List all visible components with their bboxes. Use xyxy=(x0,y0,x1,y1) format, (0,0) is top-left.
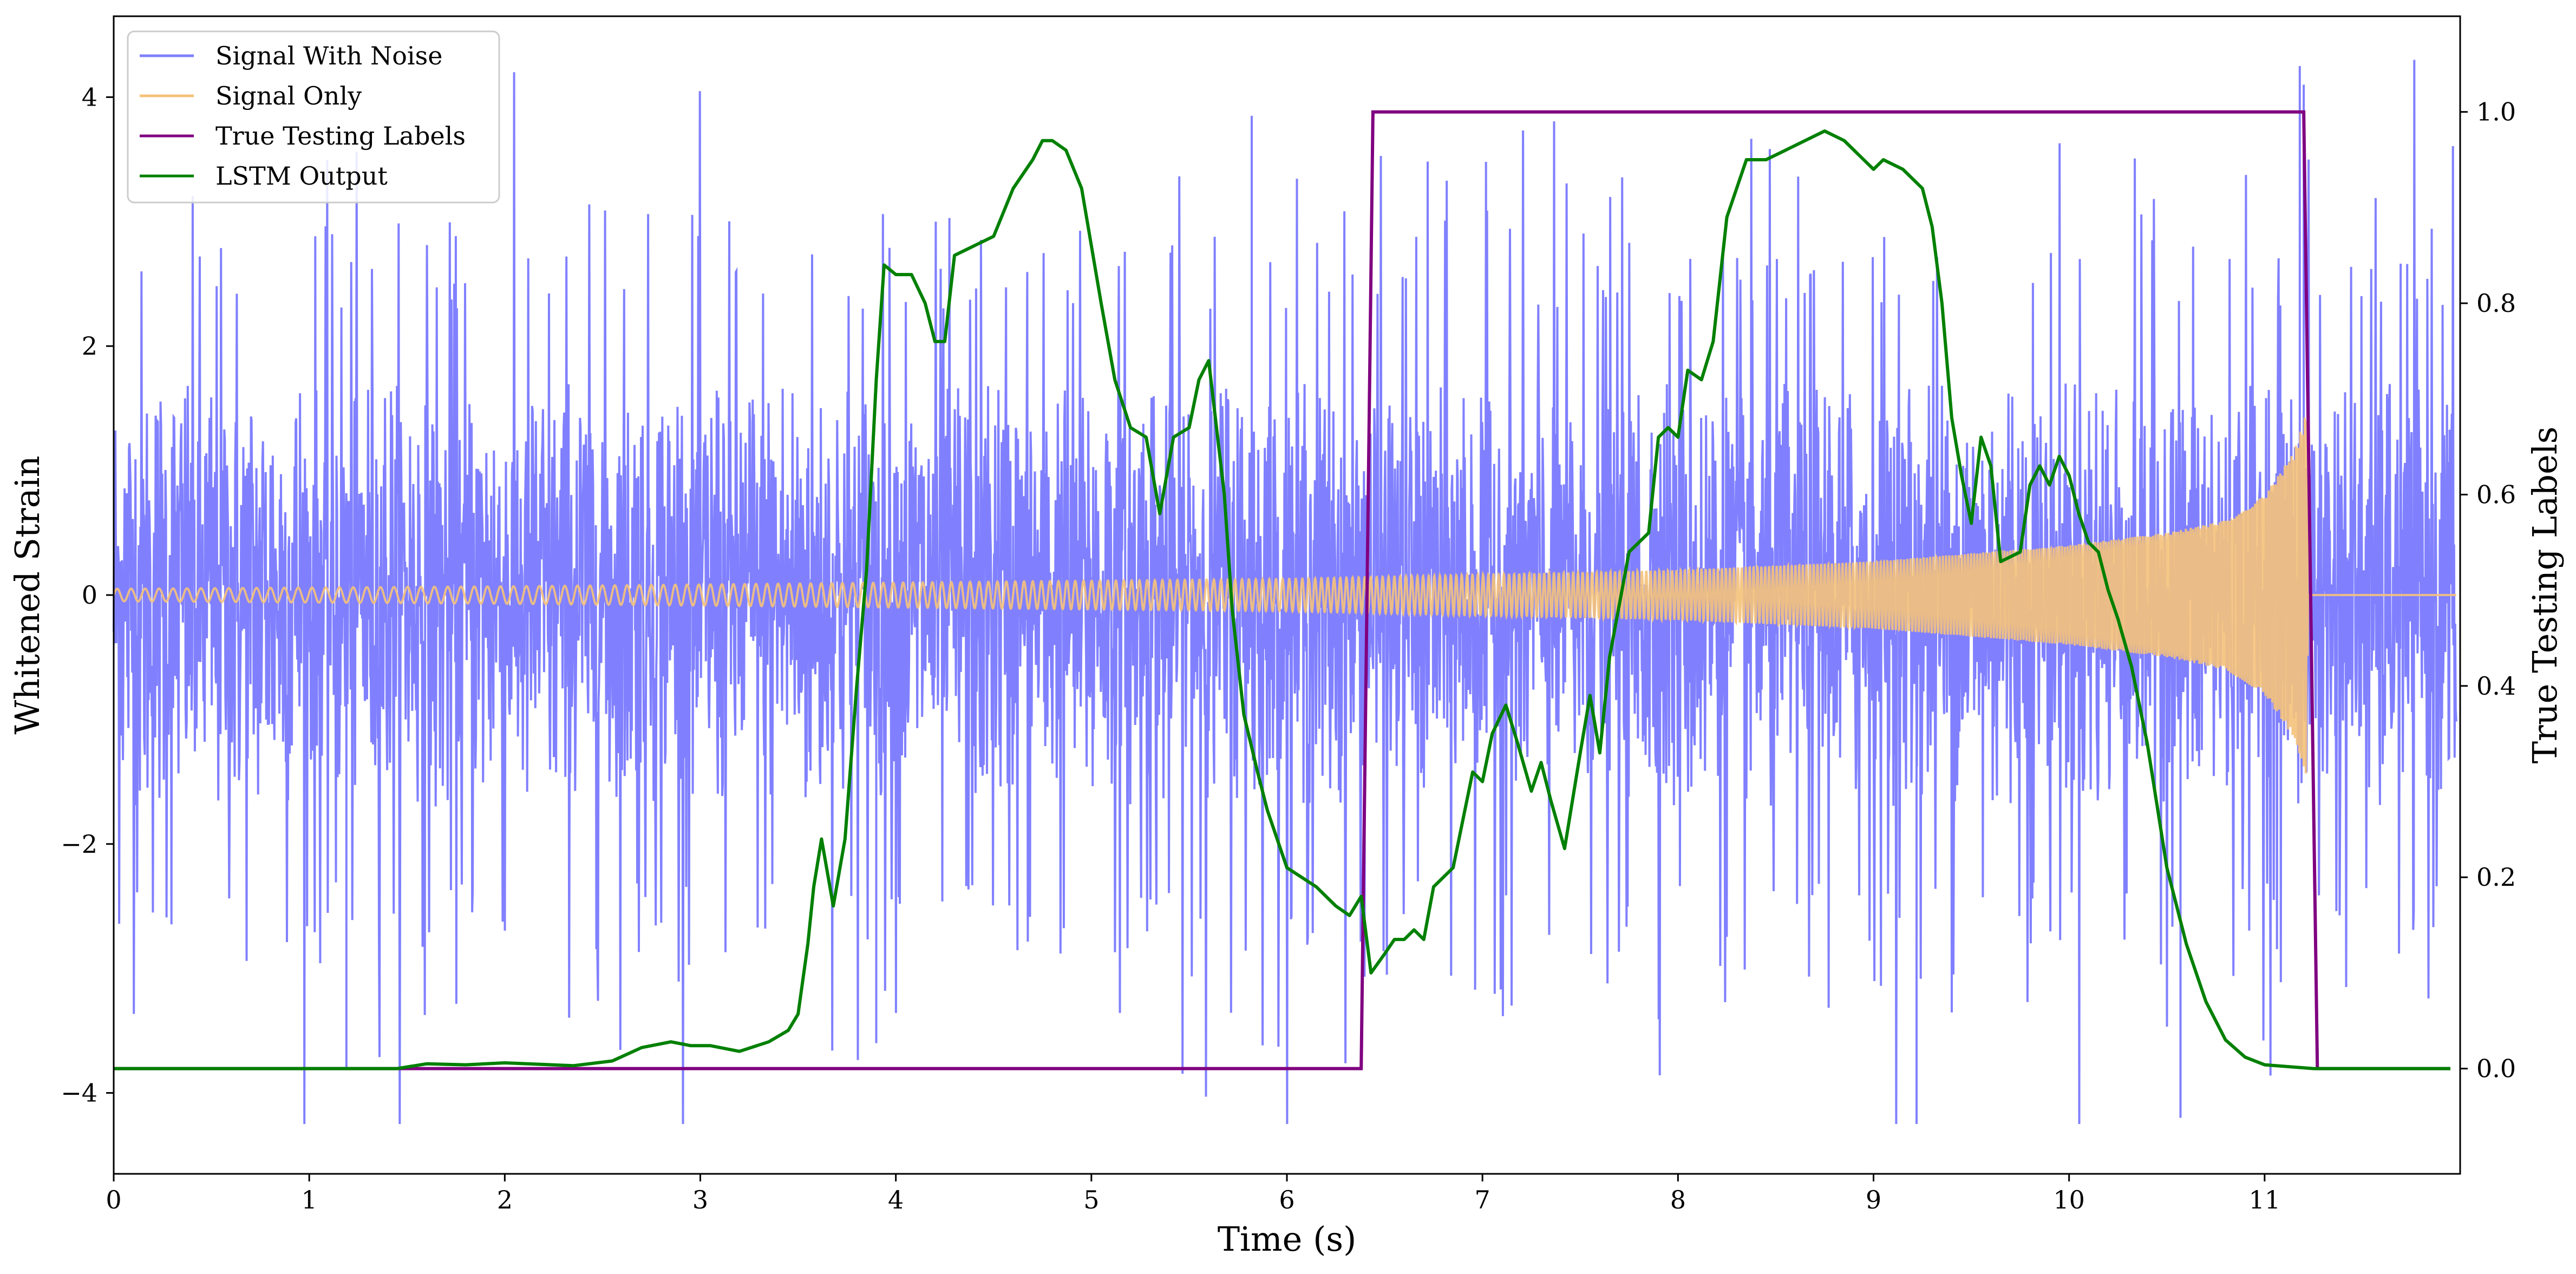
x-axis: 0 1 2 3 4 5 6 7 8 9 10 11 xyxy=(106,1174,2280,1214)
y-axis-right: 0.0 0.2 0.4 0.6 0.8 1.0 xyxy=(2460,97,2516,1083)
y2-tick-label: 0.2 xyxy=(2476,863,2516,892)
y-tick-label: 2 xyxy=(82,331,97,361)
y2-tick-label: 0.4 xyxy=(2476,671,2516,701)
lstm-output-line xyxy=(114,129,2450,1070)
x-tick-label: 3 xyxy=(692,1185,708,1214)
x-tick-label: 1 xyxy=(302,1185,317,1214)
y-tick-label: −2 xyxy=(61,829,97,859)
signal-only-line xyxy=(113,417,2456,774)
legend-label-lstm-output: LSTM Output xyxy=(215,161,388,191)
legend-label-signal-with-noise: Signal With Noise xyxy=(215,41,442,70)
y-axis-label: Whitened Strain xyxy=(8,456,47,735)
x-tick-label: 11 xyxy=(2249,1185,2281,1214)
x-tick-label: 2 xyxy=(497,1185,513,1214)
x-tick-label: 0 xyxy=(106,1185,121,1214)
x-tick-label: 4 xyxy=(888,1185,904,1214)
legend-label-true-testing-labels: True Testing Labels xyxy=(215,121,466,151)
y-tick-label: −4 xyxy=(61,1079,97,1108)
x-tick-label: 7 xyxy=(1475,1185,1490,1214)
y2-tick-label: 0.8 xyxy=(2476,289,2516,318)
y2-tick-label: 0.6 xyxy=(2476,480,2516,509)
y2-tick-label: 1.0 xyxy=(2476,97,2516,127)
x-tick-label: 10 xyxy=(2053,1185,2085,1214)
y2-tick-label: 0.0 xyxy=(2476,1054,2516,1083)
series-lstm-output xyxy=(114,129,2450,1070)
x-axis-label: Time (s) xyxy=(1218,1219,1357,1259)
x-tick-label: 8 xyxy=(1670,1185,1686,1214)
signal-with-noise-line xyxy=(113,60,2457,1125)
signal-with-noise-spikes xyxy=(345,66,2305,1124)
x-tick-label: 9 xyxy=(1866,1185,1881,1214)
legend-box xyxy=(127,30,500,204)
legend: Signal With Noise Signal Only True Testi… xyxy=(127,30,500,204)
series-signal-with-noise xyxy=(113,60,2457,1125)
x-tick-label: 6 xyxy=(1279,1185,1294,1214)
x-tick-label: 5 xyxy=(1083,1185,1099,1214)
y-axis-left: −4 −2 0 2 4 xyxy=(61,82,114,1108)
y-tick-label: 0 xyxy=(82,580,97,610)
y-tick-label: 4 xyxy=(82,82,97,112)
series-signal-only xyxy=(113,417,2456,774)
legend-label-signal-only: Signal Only xyxy=(215,81,362,110)
y2-axis-label: True Testing Labels xyxy=(2525,427,2565,764)
